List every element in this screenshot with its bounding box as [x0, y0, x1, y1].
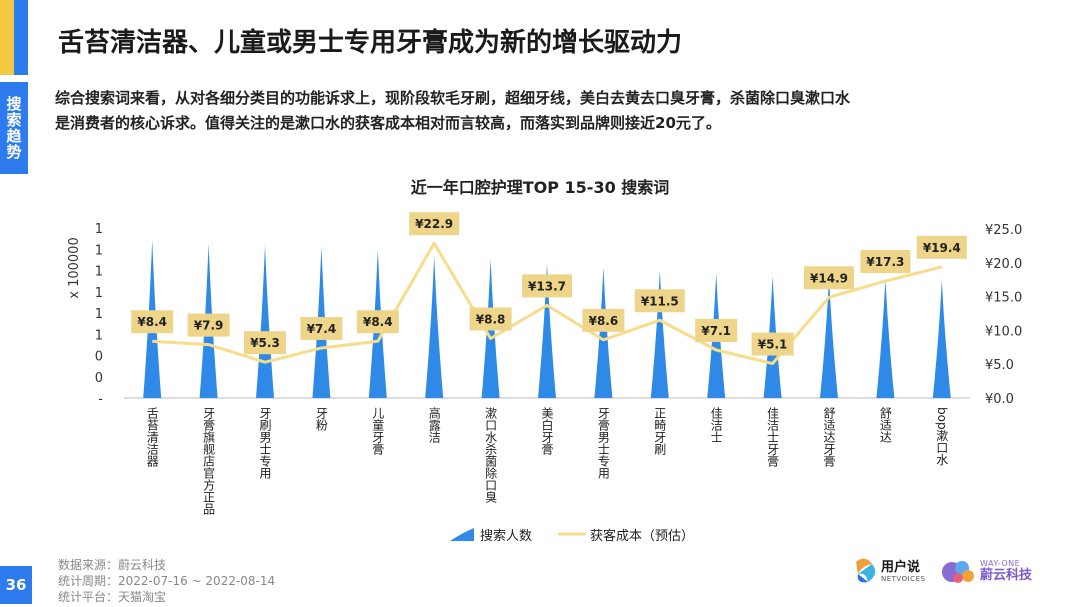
category-label: 牙膏旗舰店官方正品 — [202, 407, 216, 515]
data-label: ¥13.7 — [528, 279, 566, 293]
footer-source: 数据来源：蔚云科技 — [58, 558, 167, 572]
footer-period: 统计周期：2022-07-16 ~ 2022-08-14 — [58, 574, 276, 588]
section-tag: 搜索趋势 — [0, 82, 28, 174]
data-label-box — [409, 212, 460, 236]
page-title: 舌苔清洁器、儿童或男士专用牙膏成为新的增长驱动力 — [58, 28, 683, 58]
data-label: ¥8.6 — [589, 314, 619, 328]
left-tick-label: - — [98, 392, 103, 407]
data-label-box — [356, 310, 399, 334]
data-label: ¥7.4 — [307, 322, 337, 336]
left-tick-label: 1 — [95, 222, 103, 237]
data-label-box — [804, 266, 854, 290]
left-tick-label: 1 — [95, 243, 103, 258]
right-tick-label: ¥0.0 — [985, 392, 1014, 407]
bar — [425, 256, 444, 398]
data-label: ¥5.1 — [758, 338, 788, 352]
data-label-box — [582, 308, 625, 332]
legend-bar-swatch — [450, 528, 474, 541]
category-label: 漱口水杀菌除口臭 — [484, 407, 498, 504]
data-label-box — [695, 319, 738, 343]
data-label: ¥19.4 — [923, 241, 961, 255]
y-axis-label: x 100000 — [67, 237, 82, 298]
right-tick-label: ¥10.0 — [985, 324, 1022, 339]
category-label: 高露洁 — [427, 406, 441, 443]
data-label-box — [300, 316, 343, 340]
data-label: ¥22.9 — [415, 217, 453, 231]
weiyun-logo: WAY-ONE 蔚云科技 — [940, 556, 1032, 586]
weiyun-logo-subtext: WAY-ONE — [980, 559, 1021, 568]
category-label: 舒适达 — [878, 407, 892, 443]
page-number: 36 — [0, 566, 32, 604]
right-tick-label: ¥5.0 — [985, 358, 1014, 373]
category-label: 美白牙膏 — [540, 407, 554, 455]
data-label: ¥5.3 — [250, 336, 280, 350]
description-line-1: 综合搜索词来看，从对各细分类目的功能诉求上，现阶段软毛牙刷，超细牙线，美白去黄去… — [55, 89, 851, 107]
yonghushuo-logo: 用户说 NETVOICES — [852, 556, 925, 586]
bar — [820, 277, 838, 398]
yonghushuo-logo-subtext: NETVOICES — [881, 574, 926, 583]
chart-title: 近一年口腔护理TOP 15-30 搜索词 — [410, 178, 670, 197]
footer-platform: 统计平台：天猫淘宝 — [58, 590, 167, 604]
yonghushuo-logo-icon — [856, 558, 876, 583]
data-label-box — [244, 331, 286, 355]
right-tick-label: ¥20.0 — [985, 257, 1022, 272]
category-label: 舌苔清洁器 — [145, 407, 159, 468]
data-label-box — [522, 274, 572, 298]
right-tick-label: ¥25.0 — [985, 223, 1022, 238]
bar — [594, 267, 613, 398]
bar — [876, 279, 895, 398]
legend-bar-label: 搜索人数 — [480, 529, 532, 544]
section-tag-label: 搜索趋势 — [4, 96, 23, 160]
data-label-box — [469, 307, 512, 331]
category-label: 正畸牙刷 — [653, 407, 667, 455]
data-label-box — [916, 235, 967, 259]
legend-line-label: 获客成本（预估） — [590, 528, 694, 544]
footer-notes: 数据来源：蔚云科技 统计周期：2022-07-16 ~ 2022-08-14 统… — [58, 557, 275, 605]
data-label: ¥8.4 — [137, 315, 167, 329]
category-label: 儿童牙膏 — [371, 407, 385, 455]
category-label: 牙粉 — [314, 407, 328, 431]
data-label: ¥11.5 — [641, 294, 679, 308]
data-label: ¥17.3 — [866, 255, 904, 269]
category-label: 佳洁士 — [709, 407, 723, 443]
data-label: ¥8.8 — [476, 313, 506, 327]
bar — [932, 280, 951, 398]
left-tick-label: 0 — [95, 350, 103, 365]
weiyun-logo-text: 蔚云科技 — [980, 568, 1033, 583]
category-label: 佳洁士牙膏 — [766, 407, 780, 467]
left-tick-label: 1 — [95, 265, 103, 280]
left-tick-label: 1 — [95, 286, 103, 301]
data-label: ¥8.4 — [363, 315, 393, 329]
series-line — [152, 241, 943, 366]
header-accent-stripe — [0, 0, 14, 75]
data-label: ¥7.1 — [701, 324, 731, 338]
left-tick-label: 1 — [95, 307, 103, 322]
data-label-box — [187, 313, 230, 337]
category-label: 舒适达牙膏 — [822, 407, 836, 467]
description: 综合搜索词来看，从对各细分类目的功能诉求上，现阶段软毛牙刷，超细牙线，美白去黄去… — [55, 86, 1055, 136]
data-label: ¥14.9 — [810, 271, 848, 285]
data-label-box — [860, 250, 911, 274]
weiyun-logo-icon — [942, 561, 974, 583]
description-line-2: 是消费者的核心诉求。值得关注的是漱口水的获客成本相对而言较高，而落实到品牌则接近… — [55, 114, 721, 132]
right-tick-label: ¥15.0 — [985, 291, 1022, 306]
category-label: 牙膏男士专用 — [596, 407, 610, 480]
data-label-box — [131, 310, 174, 334]
bar — [538, 263, 556, 398]
yonghushuo-logo-text: 用户说 — [881, 559, 921, 575]
left-tick-label: 1 — [95, 328, 103, 343]
data-label-box — [634, 289, 685, 313]
bar — [256, 245, 274, 398]
data-label: ¥7.9 — [194, 319, 224, 333]
bar — [650, 270, 669, 398]
category-label: bop漱口水 — [935, 407, 949, 466]
left-tick-label: 0 — [95, 371, 103, 386]
data-label-box — [751, 332, 794, 356]
category-label: 牙刷男士专用 — [258, 407, 272, 480]
